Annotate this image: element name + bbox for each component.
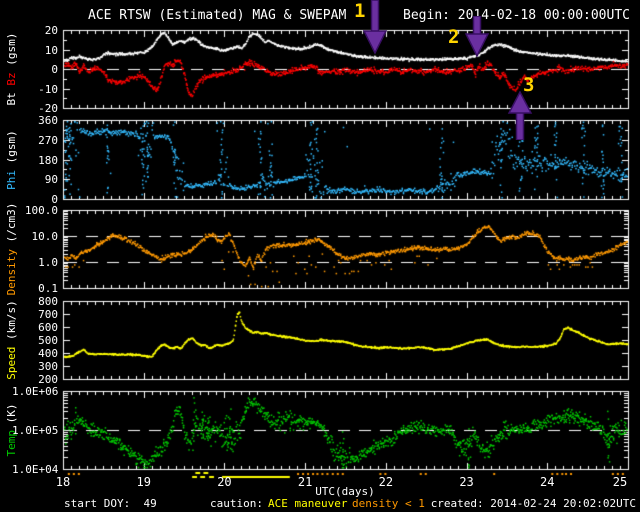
y-tick-label: 800 (38, 295, 58, 308)
x-tick-label: 25 (612, 475, 628, 489)
annotation-arrow-1 (362, 0, 388, 54)
x-tick-label: 23 (459, 475, 474, 489)
start-doy-label: start DOY: 49 (64, 497, 157, 510)
y-tick-label: 10 (44, 43, 58, 57)
x-tick-label: 21 (297, 475, 313, 489)
annotation-arrow-3 (507, 91, 533, 140)
annotation-label-2: 2 (448, 26, 460, 48)
density-caution-label: density < 1 (352, 497, 425, 510)
y-tick-label: 1.0E+06 (12, 385, 59, 398)
caution-label: caution: (210, 497, 263, 510)
y-tick-label: 20 (44, 24, 58, 37)
y-tick-label: 180 (38, 153, 58, 167)
plot-title: ACE RTSW (Estimated) MAG & SWEPAM (88, 8, 347, 23)
ace-maneuver-label: ACE maneuver (268, 497, 348, 510)
y-tick-label: 0.1 (38, 282, 58, 295)
x-tick-label: 18 (55, 475, 71, 489)
y-tick-label: 300 (38, 360, 58, 373)
y-tick-label: -20 (38, 102, 58, 115)
y-tick-label: 200 (38, 373, 58, 386)
y-tick-label: 1.0E+05 (12, 424, 59, 437)
y-tick-label: 270 (38, 133, 58, 147)
x-tick-label: 22 (378, 475, 394, 489)
y-tick-label: 400 (38, 347, 58, 360)
x-tick-label: 20 (217, 475, 232, 489)
y-tick-label: 600 (38, 321, 58, 334)
y-tick-label: 500 (38, 334, 58, 347)
x-tick-label: 19 (136, 475, 151, 489)
y-tick-label: 1.0E+04 (12, 463, 59, 476)
y-tick-label: 90 (44, 173, 58, 187)
y-tick-label: 0 (51, 63, 58, 76)
begin-timestamp: Begin: 2014-02-18 00:00:00UTC (403, 8, 630, 23)
created-timestamp: created: 2014-02-24 20:02:02UTC (430, 497, 636, 510)
y-tick-label: 1.0 (38, 256, 58, 269)
y-tick-label: 360 (38, 114, 58, 127)
y-tick-label: 0 (51, 193, 58, 206)
y-tick-label: 100.0 (24, 204, 58, 217)
annotation-arrow-2 (464, 16, 490, 57)
annotation-label-1: 1 (354, 0, 366, 22)
y-tick-label: -10 (38, 82, 58, 96)
y-tick-label: 700 (38, 308, 58, 321)
y-tick-label: 10.0 (31, 230, 59, 243)
annotation-label-3: 3 (523, 74, 535, 96)
x-axis-title: UTC(days) (315, 485, 375, 498)
x-tick-label: 24 (540, 475, 555, 489)
